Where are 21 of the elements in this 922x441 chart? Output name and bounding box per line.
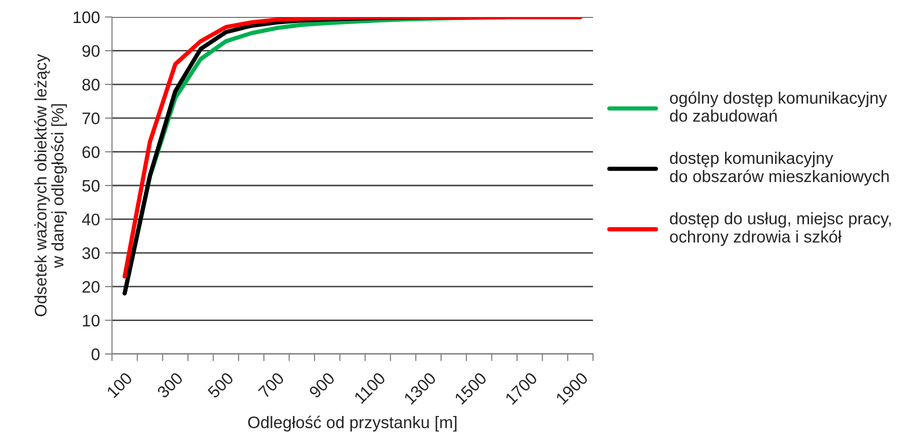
x-tick-label: 100 [106, 372, 133, 398]
y-tick-label: 60 [82, 146, 100, 158]
x-tick-label: 500 [207, 372, 234, 399]
y-tick-label: 20 [82, 281, 100, 293]
y-tick-label: 40 [82, 214, 100, 226]
y-tick-label: 0 [92, 348, 100, 360]
y-tick-label: 90 [82, 45, 100, 57]
y-axis-title: Odsetek ważonych obiektów leżący w danej odległości [%] [34, 54, 67, 316]
y-tick-label: 70 [82, 112, 100, 124]
legend-label: ogólny dostęp komunikacyjny do zabudowań [670, 91, 887, 122]
x-tick-label: 700 [258, 372, 285, 399]
y-tick-label: 80 [82, 78, 100, 91]
x-axis-title: Odległość od przystanku [m] [248, 416, 456, 432]
y-tick-label: 10 [82, 314, 100, 327]
legend-label: dostęp do usług, miejsc pracy, ochrony zdrowia i szkół [670, 212, 891, 246]
y-tick-label: 30 [82, 247, 100, 260]
y-tick-label: 100 [74, 11, 100, 24]
x-tick-label: 900 [308, 372, 336, 399]
legend-label: dostęp komunikacyjny do obszarów mieszkaniowych [670, 152, 889, 186]
x-tick-label: 300 [156, 372, 184, 399]
y-tick-label: 50 [82, 180, 100, 192]
